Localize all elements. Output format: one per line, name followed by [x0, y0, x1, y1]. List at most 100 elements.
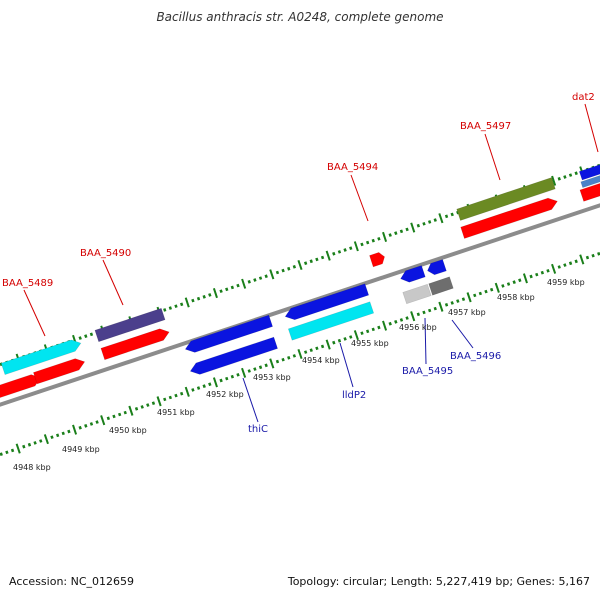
inner-tick-mark: [156, 396, 162, 407]
inner-tick-mark: [196, 386, 201, 390]
inner-tick-mark: [512, 280, 516, 285]
inner-tick-mark: [546, 268, 550, 273]
inner-tick-mark: [405, 316, 409, 320]
outer-tick-mark: [574, 171, 578, 176]
kbp-label: 4954 kbp: [302, 356, 340, 365]
outer-tick-mark: [416, 223, 420, 228]
outer-tick-mark: [202, 294, 206, 299]
outer-tick-mark: [325, 250, 331, 261]
inner-tick-mark: [5, 450, 9, 455]
inner-tick-mark: [174, 393, 178, 398]
inner-tick-mark: [591, 253, 595, 258]
inner-tick-mark: [15, 443, 21, 454]
gene-feature-blue: [427, 259, 447, 276]
inner-tick-mark: [241, 367, 247, 378]
inner-tick-mark: [343, 337, 347, 341]
outer-tick-mark: [264, 274, 268, 279]
inner-tick-mark: [461, 297, 466, 301]
inner-tick-mark: [506, 282, 511, 286]
inner-tick-mark: [399, 318, 404, 322]
inner-tick-mark: [297, 348, 303, 360]
gene-feature-red: [33, 358, 86, 385]
outer-tick-mark: [422, 221, 426, 226]
inner-tick-mark: [163, 397, 167, 402]
outer-tick-mark: [557, 177, 561, 181]
outer-tick-mark: [388, 233, 392, 237]
outer-tick-mark: [297, 259, 303, 271]
gene-feature-purple: [94, 307, 166, 343]
kbp-label: 4958 kbp: [497, 293, 535, 302]
inner-tick-mark: [118, 412, 122, 417]
leader-line: [584, 103, 599, 153]
outer-tick-mark: [438, 213, 444, 224]
inner-tick-mark: [360, 331, 364, 336]
inner-tick-mark: [563, 263, 567, 267]
gene-feature-red: [579, 183, 600, 202]
inner-tick-mark: [191, 388, 195, 392]
inner-tick-mark: [50, 435, 54, 440]
outer-tick-mark: [332, 251, 336, 256]
inner-tick-mark: [568, 261, 573, 266]
inner-tick-mark: [0, 452, 3, 456]
inner-tick-mark: [309, 348, 313, 352]
inner-tick-mark: [275, 359, 280, 364]
inner-tick-mark: [484, 289, 488, 294]
outer-tick-mark: [309, 259, 313, 264]
outer-tick-mark: [304, 261, 308, 265]
outer-tick-mark: [287, 266, 291, 271]
gene-label-bottom: BAA_5495: [402, 366, 453, 377]
outer-tick-mark: [405, 227, 409, 232]
outer-tick-mark: [349, 246, 353, 250]
inner-tick-mark: [388, 321, 392, 326]
outer-tick-mark: [366, 240, 370, 245]
outer-tick-mark: [174, 304, 178, 309]
inner-tick-mark: [416, 312, 420, 317]
outer-tick-mark: [399, 229, 404, 234]
inner-tick-mark: [287, 356, 291, 360]
inner-tick-mark: [180, 391, 184, 396]
kbp-label: 4951 kbp: [157, 408, 195, 417]
outer-tick-mark: [163, 308, 167, 312]
inner-tick-mark: [212, 377, 218, 388]
gene-feature-blue: [284, 283, 370, 321]
feature-layer: [0, 164, 600, 398]
inner-tick-mark: [551, 263, 557, 274]
gene-label-bottom: thiC: [248, 424, 268, 435]
gene-feature-cyan: [0, 339, 82, 375]
outer-tick-mark: [258, 276, 263, 280]
inner-tick-mark: [89, 422, 94, 426]
outer-tick-mark: [551, 175, 557, 186]
kbp-label: 4957 kbp: [448, 308, 486, 317]
outer-tick-mark: [456, 210, 460, 215]
inner-tick-mark: [428, 308, 432, 313]
inner-tick-mark: [466, 292, 472, 303]
gene-feature-olive: [456, 177, 556, 221]
leader-line: [339, 342, 354, 388]
accession-text: Accession: NC_012659: [9, 575, 135, 588]
inner-tick-mark: [128, 405, 134, 416]
inner-tick-mark: [202, 384, 206, 389]
outer-tick-mark: [241, 278, 247, 289]
outer-tick-mark: [269, 269, 275, 280]
outer-tick-mark: [382, 231, 388, 243]
inner-tick-mark: [61, 431, 65, 436]
inner-tick-mark: [518, 278, 522, 283]
inner-tick-mark: [134, 407, 139, 411]
inner-tick-mark: [320, 344, 325, 349]
outer-tick-mark: [320, 255, 325, 260]
inner-tick-mark: [269, 358, 275, 369]
gene-feature-gray: [428, 276, 454, 296]
gene-label-top: BAA_5490: [80, 248, 131, 259]
outer-tick-mark: [275, 270, 280, 275]
inner-tick-mark: [264, 363, 268, 368]
inner-tick-mark: [151, 401, 156, 405]
inner-tick-mark: [349, 335, 353, 339]
kbp-label: 4948 kbp: [13, 463, 51, 472]
gene-feature-blue: [184, 314, 273, 353]
outer-tick-mark: [377, 236, 381, 241]
leader-line: [424, 317, 427, 365]
inner-tick-mark: [394, 319, 398, 324]
inner-tick-mark: [112, 414, 116, 419]
kbp-label: 4950 kbp: [109, 426, 147, 435]
